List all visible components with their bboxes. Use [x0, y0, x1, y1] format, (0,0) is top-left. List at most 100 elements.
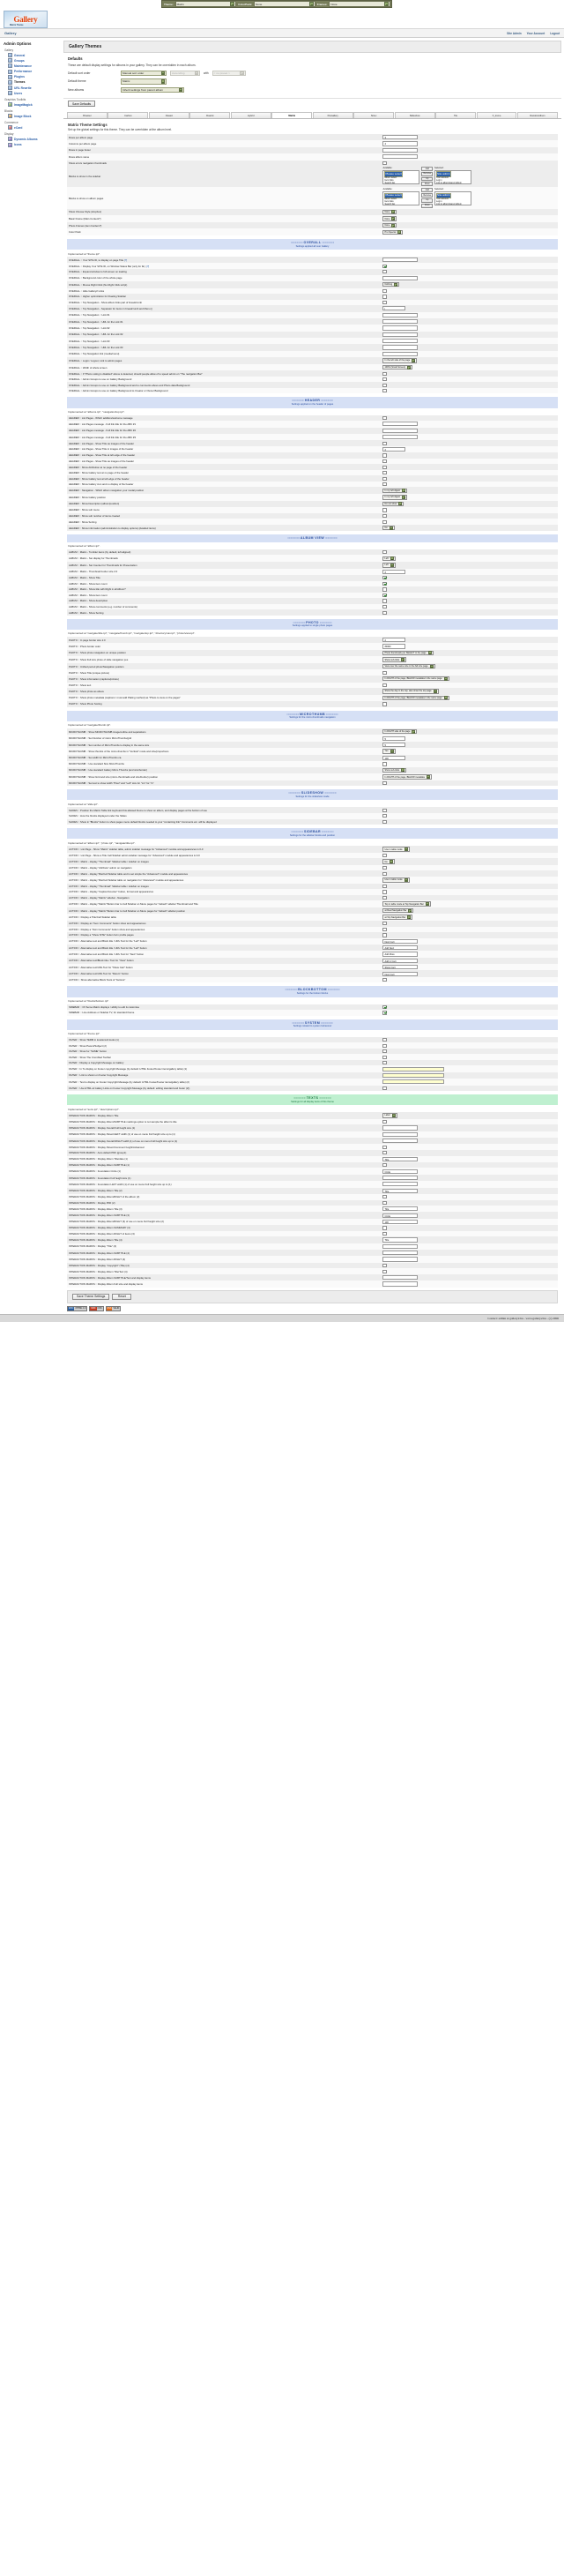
- save-theme-settings-button[interactable]: Save Theme Settings: [72, 1293, 110, 1300]
- checkbox-input[interactable]: [382, 441, 387, 445]
- text-input[interactable]: 5: [382, 735, 406, 741]
- text-input[interactable]: Show Cart: [382, 965, 419, 970]
- block-add-button[interactable]: Add: [421, 167, 434, 171]
- theme-switcher-theme-select[interactable]: Matrix: [174, 1, 237, 7]
- tab-matrix[interactable]: Matrix: [271, 112, 313, 118]
- new-albums-select[interactable]: Inherit settings from parent album: [121, 86, 184, 93]
- text-input[interactable]: Circle: [382, 1169, 419, 1174]
- sidebar-item-url-rewrite[interactable]: URL Rewrite: [8, 86, 61, 91]
- checkbox-input[interactable]: [382, 587, 387, 592]
- default-sort-order-select[interactable]: Manual sort order: [121, 70, 167, 76]
- reset-button[interactable]: Reset: [112, 1293, 132, 1300]
- sidebar-item-image-block[interactable]: Image Block: [8, 114, 61, 119]
- checkbox-input[interactable]: [382, 300, 387, 305]
- sidebar-item-users[interactable]: Users: [8, 91, 61, 96]
- list-item[interactable]: Log in: [436, 178, 442, 182]
- help-link[interactable]: [?]: [146, 264, 150, 268]
- list-item[interactable]: Album select: [384, 175, 397, 179]
- checkbox-input[interactable]: [382, 415, 387, 421]
- block-add-button[interactable]: Add: [421, 188, 434, 193]
- tab-tile[interactable]: Tile: [435, 112, 477, 118]
- checkbox-input[interactable]: [382, 1226, 387, 1230]
- dropdown-select[interactable]: In my left digest: [382, 488, 407, 493]
- text-input[interactable]: 100: [382, 1219, 419, 1225]
- text-input[interactable]: 5: [382, 742, 406, 748]
- sidebar-item-groups[interactable]: Groups: [8, 58, 61, 63]
- help-link[interactable]: [?]: [124, 258, 128, 262]
- text-input[interactable]: Add Next: [382, 945, 419, 951]
- dropdown-select[interactable]: In my left digest: [382, 495, 407, 500]
- sidebar-item-label[interactable]: General: [14, 53, 26, 57]
- checkbox-input[interactable]: [382, 978, 387, 982]
- checkbox-input[interactable]: [382, 1043, 387, 1048]
- text-input[interactable]: Circle: [382, 1213, 419, 1218]
- validation-badge[interactable]: W3C CSS: [89, 1305, 104, 1311]
- checkbox-input[interactable]: [382, 599, 387, 603]
- dropdown-select[interactable]: None: [382, 209, 397, 215]
- checkbox-input[interactable]: [382, 514, 387, 519]
- dropdown-select[interactable]: 100% (Small Screen): [382, 364, 413, 370]
- checkbox-input[interactable]: [382, 890, 387, 894]
- default-theme-select[interactable]: Matrix: [121, 78, 167, 85]
- checkbox-input[interactable]: [382, 377, 387, 382]
- sidebar-item-label[interactable]: Plugins: [14, 75, 25, 79]
- dropdown-select[interactable]: Show the day in the top, also show the t…: [382, 689, 439, 694]
- dropdown-select[interactable]: No: [382, 525, 395, 531]
- checkbox-input[interactable]: [382, 1231, 387, 1236]
- dropdown-select[interactable]: Show sub-links: [382, 657, 407, 662]
- checkbox-input[interactable]: [382, 683, 387, 687]
- sidebar-item-general[interactable]: General: [8, 53, 61, 57]
- tab-hybrid[interactable]: Hybrid: [230, 112, 271, 118]
- sidebar-item-ecard[interactable]: eCard: [8, 125, 61, 131]
- dropdown-select[interactable]: Left: [382, 563, 396, 568]
- text-input[interactable]: [382, 325, 419, 331]
- selected-blocks-list[interactable]: Site admin Your account Log in Link to albu…: [434, 191, 472, 206]
- block-up-button[interactable]: Up: [421, 198, 434, 203]
- text-input[interactable]: Title: [382, 1156, 419, 1161]
- text-input[interactable]: Title: [382, 1237, 419, 1243]
- text-input[interactable]: [382, 1139, 419, 1144]
- checkbox-input[interactable]: [382, 1200, 387, 1205]
- text-input[interactable]: [382, 1131, 419, 1137]
- available-blocks-list[interactable]: Please select Album select Item links Searc…: [382, 169, 420, 184]
- dropdown-select[interactable]: Yes: [382, 749, 396, 754]
- block-remove-button[interactable]: Remove: [421, 171, 434, 176]
- dropdown-select[interactable]: None: [382, 222, 397, 228]
- dropdown-select[interactable]: at Real Navigation Bar: [382, 907, 414, 914]
- checkbox-input[interactable]: [382, 884, 387, 889]
- dropdown-select[interactable]: Use in table mode: [382, 847, 410, 852]
- text-input[interactable]: [382, 154, 419, 160]
- text-input[interactable]: [382, 1079, 445, 1085]
- text-input[interactable]: 100: [382, 755, 406, 761]
- checkbox-input[interactable]: [382, 781, 387, 786]
- sidebar-item-label[interactable]: Image Block: [14, 114, 32, 118]
- checkbox-input[interactable]: [382, 933, 387, 937]
- checkbox-input[interactable]: [382, 476, 387, 481]
- tab-floatrix[interactable]: Floatrix: [189, 112, 231, 118]
- checkbox-input[interactable]: [382, 1055, 387, 1059]
- checkbox-input[interactable]: [382, 161, 387, 165]
- sidebar-item-label[interactable]: ImageMagick: [14, 102, 33, 107]
- checkbox-input[interactable]: [382, 854, 387, 858]
- checkbox-input[interactable]: [382, 1049, 387, 1054]
- text-input[interactable]: [382, 345, 419, 350]
- checkbox-input[interactable]: [382, 1163, 387, 1168]
- dropdown-select[interactable]: In RIGHT side of the page: [382, 728, 418, 735]
- checkbox-input[interactable]: [382, 604, 387, 609]
- dropdown-select[interactable]: Label: [382, 1113, 397, 1118]
- text-input[interactable]: [382, 1274, 419, 1281]
- text-input[interactable]: Next Cart: [382, 971, 419, 976]
- tab-browser[interactable]: Browser: [67, 112, 108, 118]
- text-input[interactable]: [382, 1251, 419, 1256]
- checkbox-input[interactable]: [382, 550, 387, 555]
- checkbox-input[interactable]: [382, 1061, 387, 1065]
- text-input[interactable]: [382, 1182, 419, 1187]
- checkbox-input[interactable]: [382, 1011, 387, 1015]
- text-input[interactable]: [382, 1066, 445, 1071]
- text-input[interactable]: [382, 332, 419, 337]
- checkbox-input[interactable]: [382, 593, 387, 598]
- tab-carbon[interactable]: Carbon: [108, 112, 149, 118]
- text-input[interactable]: [382, 318, 419, 325]
- dropdown-select[interactable]: Nothing: [382, 282, 400, 287]
- sidebar-item-icons[interactable]: Icons: [8, 142, 61, 147]
